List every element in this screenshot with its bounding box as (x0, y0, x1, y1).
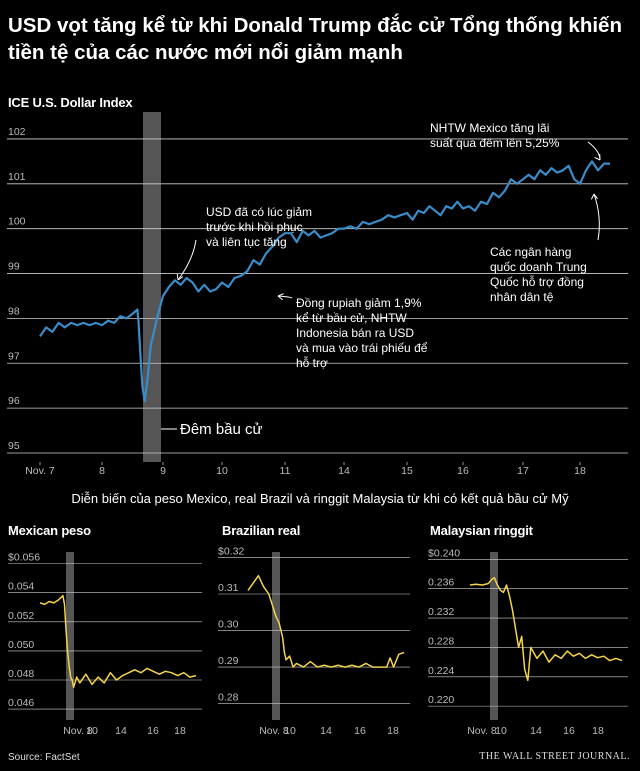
ringgit-x-tick-label: 18 (592, 725, 604, 737)
ringgit-x-tick-label: 16 (563, 725, 575, 737)
ringgit-y-tick-label: 0.228 (428, 635, 454, 647)
real-x-tick-label: 18 (387, 725, 399, 737)
x-tick-label: 9 (160, 465, 166, 477)
peso-y-tick-label: 0.054 (8, 581, 34, 593)
ringgit-election-band (490, 552, 498, 720)
y-tick-label: 102 (8, 126, 26, 138)
ringgit-y-tick-label: 0.224 (428, 665, 454, 677)
peso-y-tick-label: 0.048 (8, 668, 34, 680)
arrow-usd-rebound-head (176, 273, 184, 281)
annotation-4: Đồng rupiah giảm 1,9% kể từ bầu cử, NHTW I… (296, 296, 428, 370)
peso-y-tick-label: 0.046 (8, 697, 34, 709)
real-x-tick-label: 16 (354, 725, 366, 737)
arrow-china (593, 193, 600, 241)
peso-election-band (66, 552, 74, 720)
x-tick-label: 10 (216, 465, 228, 477)
arrow-rupiah (277, 295, 293, 299)
ringgit-x-tick-label: 14 (530, 725, 542, 737)
y-tick-label: 100 (8, 216, 26, 228)
y-tick-label: 97 (8, 350, 20, 362)
y-tick-label: 99 (8, 261, 20, 273)
real-x-tick-label: 14 (320, 725, 332, 737)
real-y-tick-label: 0.31 (218, 582, 239, 594)
y-tick-label: 101 (8, 171, 26, 183)
x-tick-label: Nov. 7 (25, 465, 55, 477)
real-y-tick-label: 0.30 (218, 619, 239, 631)
y-tick-label: 98 (8, 305, 20, 317)
annotation-3: Các ngân hàng quốc doanh Trung Quốc hỗ trợ… (490, 245, 587, 304)
ringgit-chart-title: Malaysian ringgit (430, 523, 533, 538)
arrow-china-head (590, 193, 598, 200)
peso-x-tick-label: 14 (115, 725, 127, 737)
election-night-label: Đêm bầu cử (180, 421, 263, 438)
dollar-index-chart: 102 101 100 99 98 97 96 95 Nov. 7 8 9 10 11 14 15 16 17 1… (7, 112, 628, 477)
annotation-1: NHTW Mexico tăng lãi suất qua đêm lên 5,2… (430, 121, 560, 150)
real-x-tick-label: 10 (284, 725, 296, 737)
peso-line (39, 594, 197, 689)
headline: USD vọt tăng kể từ khi Donald Trump đắc … (8, 14, 622, 64)
ringgit-y-tick-label: 0.220 (428, 694, 454, 706)
ringgit-line (469, 576, 623, 682)
arrow-rupiah-head (277, 293, 284, 301)
peso-x-tick-label: 18 (174, 725, 186, 737)
real-line (247, 574, 405, 668)
real-y-tick-label: 0.29 (218, 655, 239, 667)
y-tick-label: 96 (8, 395, 20, 407)
source-note: Source: FactSet (8, 752, 80, 763)
peso-chart-title: Mexican peso (8, 523, 91, 538)
x-tick-label: 11 (280, 465, 291, 477)
x-tick-label: 18 (574, 465, 586, 477)
subheading: Diễn biến của peso Mexico, real Brazil v… (71, 491, 569, 506)
dollar-index-line (39, 160, 610, 403)
peso-x-tick-label: 10 (86, 725, 98, 737)
peso-x-tick-label: Nov. 8 (63, 725, 93, 737)
y-tick-label: 95 (8, 440, 20, 452)
x-tick-label: 8 (99, 465, 105, 477)
peso-y-tick-label: $0.056 (8, 552, 40, 564)
arrow-usd-rebound (177, 239, 197, 281)
x-tick-label: 16 (457, 465, 469, 477)
ringgit-y-tick-label: 0.236 (428, 577, 454, 589)
ringgit-x-tick-label: 10 (495, 725, 507, 737)
ringgit-y-tick-label: 0.232 (428, 606, 454, 618)
peso-y-tick-label: 0.050 (8, 639, 34, 651)
x-tick-label: 15 (401, 465, 413, 477)
peso-x-tick-label: 16 (147, 725, 159, 737)
arrow-mexico-head (594, 153, 601, 161)
real-x-tick-label: Nov. 8 (259, 725, 289, 737)
publisher-logo: THE WALL STREET JOURNAL. (479, 751, 630, 762)
peso-y-tick-label: 0.052 (8, 610, 34, 622)
ringgit-y-tick-label: $0.240 (428, 547, 460, 559)
annotation-2: USD đã có lúc giảm trước khi hồi phục và l… (206, 205, 312, 249)
real-y-tick-label: 0.28 (218, 692, 239, 704)
x-tick-label: 17 (517, 465, 529, 477)
real-chart-title: Brazilian real (222, 523, 301, 538)
main-chart-title: ICE U.S. Dollar Index (8, 95, 133, 110)
real-election-band (272, 552, 280, 720)
ringgit-x-tick-label: Nov. 8 (467, 725, 497, 737)
real-y-tick-label: $0.32 (218, 545, 244, 557)
x-tick-label: 14 (338, 465, 350, 477)
